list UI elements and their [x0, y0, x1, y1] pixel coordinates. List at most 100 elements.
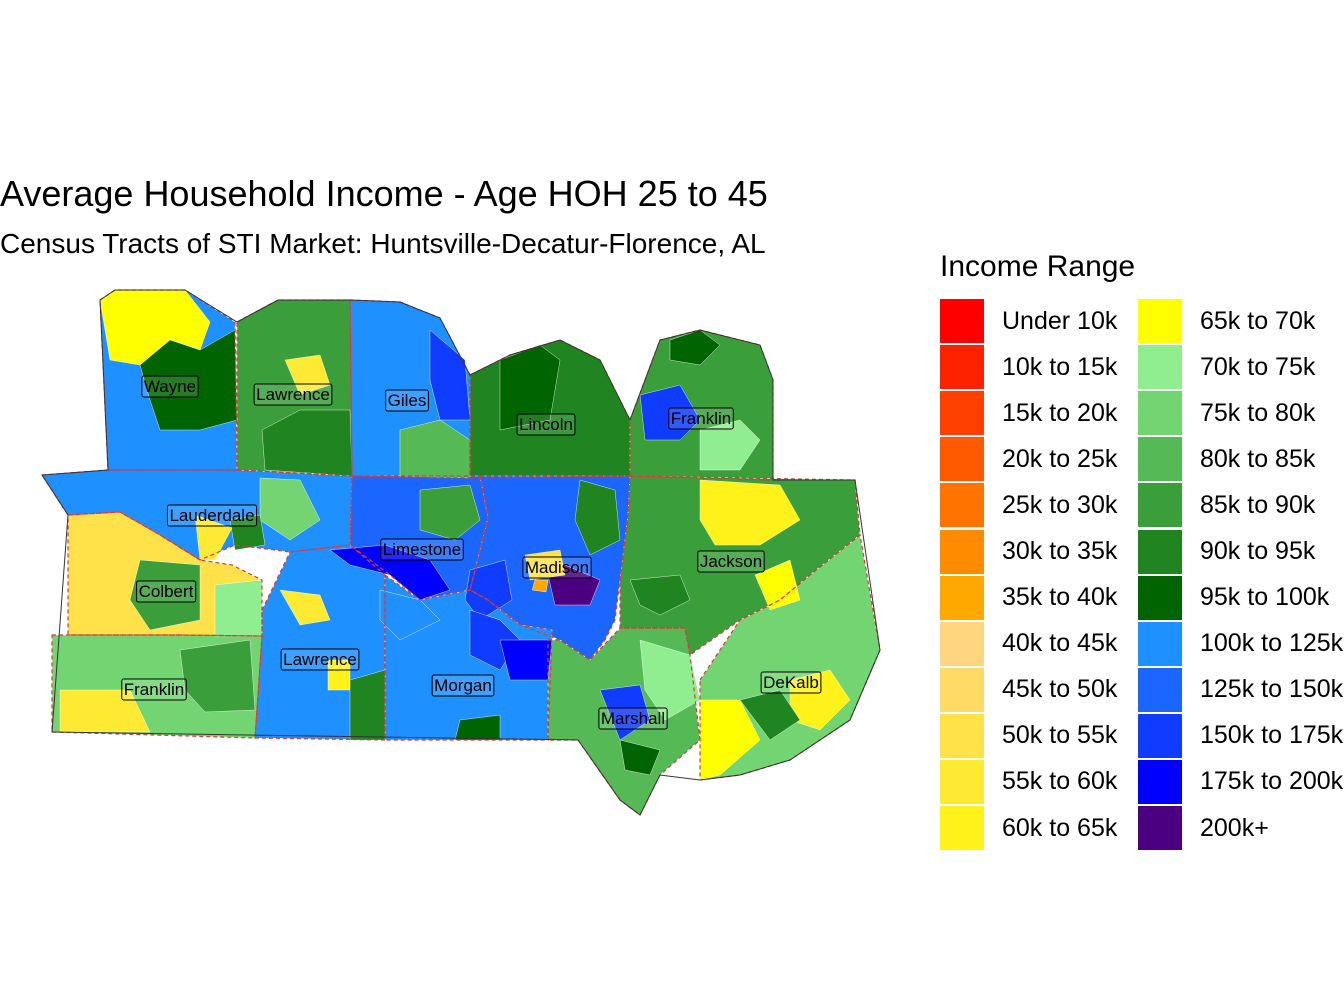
legend-swatch: [940, 759, 984, 804]
county-label-box: [598, 707, 668, 730]
legend-item: 125k to 150k: [1138, 667, 1343, 713]
census-tract: [139, 329, 238, 431]
census-tract: [259, 477, 321, 541]
county-boundary: [619, 475, 861, 657]
legend-label: 90k to 95k: [1200, 537, 1316, 566]
county-label: Wayne: [141, 375, 199, 398]
county-label-text: Marshall: [601, 709, 665, 728]
legend-swatch: [1138, 391, 1182, 436]
county-boundary: [384, 573, 553, 741]
legend-column-2: 65k to 70k 70k to 75k 75k to 80k 80k to 85k…: [1138, 298, 1343, 851]
county-label-box: [385, 389, 429, 412]
legend-label: 150k to 175k: [1200, 721, 1344, 750]
county-label-box: [136, 580, 197, 603]
census-tract: [531, 579, 549, 593]
legend-label: 200k+: [1200, 813, 1269, 842]
county-boundary: [99, 289, 238, 471]
county-label-box: [380, 538, 464, 561]
legend-label: 25k to 30k: [1002, 490, 1118, 519]
county-label: Giles: [385, 389, 429, 412]
chart-subtitle: Census Tracts of STI Market: Huntsville-…: [0, 228, 766, 259]
county-label: Limestone: [380, 538, 464, 561]
legend-label: 80k to 85k: [1200, 444, 1316, 473]
census-tract: [699, 479, 801, 546]
legend-item: 10k to 15k: [940, 344, 1138, 390]
legend-label: 65k to 70k: [1200, 306, 1316, 335]
legend-swatch: [1138, 483, 1182, 528]
county-boundary: [349, 475, 489, 601]
choropleth-map: Wayne Lawrence Giles Lincoln Franklin Lauderd…: [40, 289, 881, 816]
county-label-text: Lauderdale: [169, 506, 254, 525]
legend-label: 40k to 45k: [1002, 629, 1118, 658]
legend-item: 65k to 70k: [1138, 298, 1336, 344]
county-label: Madison: [522, 556, 592, 579]
legend-swatch: [940, 391, 984, 436]
county-label: DeKalb: [760, 671, 822, 694]
county-label-box: [760, 671, 822, 694]
legend-item: 50k to 55k: [940, 713, 1138, 759]
legend-item: 60k to 65k: [940, 805, 1138, 851]
county-label: Morgan: [431, 674, 495, 697]
county-label-box: [141, 375, 199, 398]
legend-swatch: [940, 345, 984, 390]
legend-item: 70k to 75k: [1138, 344, 1336, 390]
legend-item: 15k to 20k: [940, 390, 1138, 436]
census-tract: [214, 579, 263, 637]
legend-item: 45k to 50k: [940, 667, 1138, 713]
county-label-box: [668, 407, 734, 430]
legend-swatch: [940, 806, 984, 851]
legend-swatch: [940, 621, 984, 666]
census-tract: [754, 559, 801, 611]
legend-label: 10k to 15k: [1002, 352, 1118, 381]
legend-label: 175k to 200k: [1200, 767, 1344, 796]
census-tract: [279, 589, 331, 626]
county-label: Lawrence: [280, 648, 360, 671]
county-label-text: Wayne: [144, 377, 196, 396]
census-tract: [619, 739, 661, 776]
legend-label: 75k to 80k: [1200, 398, 1316, 427]
legend-label: 35k to 40k: [1002, 583, 1118, 612]
county-label-text: Limestone: [383, 540, 461, 559]
county-label: Lincoln: [516, 413, 576, 436]
legend-item: 95k to 100k: [1138, 575, 1336, 621]
legend-item: 80k to 85k: [1138, 436, 1336, 482]
county-label-box: [697, 550, 765, 573]
legend-label: 55k to 60k: [1002, 767, 1118, 796]
county-label-box: [516, 413, 576, 436]
census-tract: [329, 544, 451, 601]
legend-item: 20k to 25k: [940, 436, 1138, 482]
county-label-text: Lawrence: [256, 385, 330, 404]
census-tract: [129, 559, 201, 631]
legend-item: 150k to 175k: [1138, 713, 1343, 759]
county-label-box: [121, 678, 187, 701]
legend-label: 70k to 75k: [1200, 352, 1316, 381]
county-label-text: Colbert: [139, 582, 194, 601]
census-tract: [599, 684, 651, 741]
county-label-text: Franklin: [671, 409, 731, 428]
legend-item: 200k+: [1138, 805, 1336, 851]
county-label-box: [253, 383, 333, 406]
legend-label: 95k to 100k: [1200, 583, 1330, 612]
legend-item: Under 10k: [940, 298, 1138, 344]
legend-swatch: [1138, 437, 1182, 482]
legend-label: 125k to 150k: [1200, 675, 1344, 704]
county-label-text: Giles: [388, 391, 427, 410]
legend-column-1: Under 10k 10k to 15k 15k to 20k 20k to 25k 2…: [940, 298, 1138, 851]
census-tract: [574, 479, 621, 556]
census-tract: [379, 589, 441, 641]
census-tract: [419, 484, 481, 541]
legend-label: 30k to 35k: [1002, 537, 1118, 566]
county-label: Jackson: [697, 550, 765, 573]
county-label: Lauderdale: [166, 504, 258, 527]
legend-label: 100k to 125k: [1200, 629, 1344, 658]
legend-label: 20k to 25k: [1002, 444, 1118, 473]
legend-swatch: [940, 529, 984, 574]
county-label-box: [166, 504, 258, 527]
census-tract: [629, 574, 691, 616]
legend-swatch: [1138, 759, 1182, 804]
census-tract: [179, 639, 256, 713]
county-label-text: Franklin: [124, 680, 184, 699]
county-boundary: [51, 634, 263, 739]
county-label-text: Morgan: [434, 676, 492, 695]
census-tract: [639, 384, 701, 441]
